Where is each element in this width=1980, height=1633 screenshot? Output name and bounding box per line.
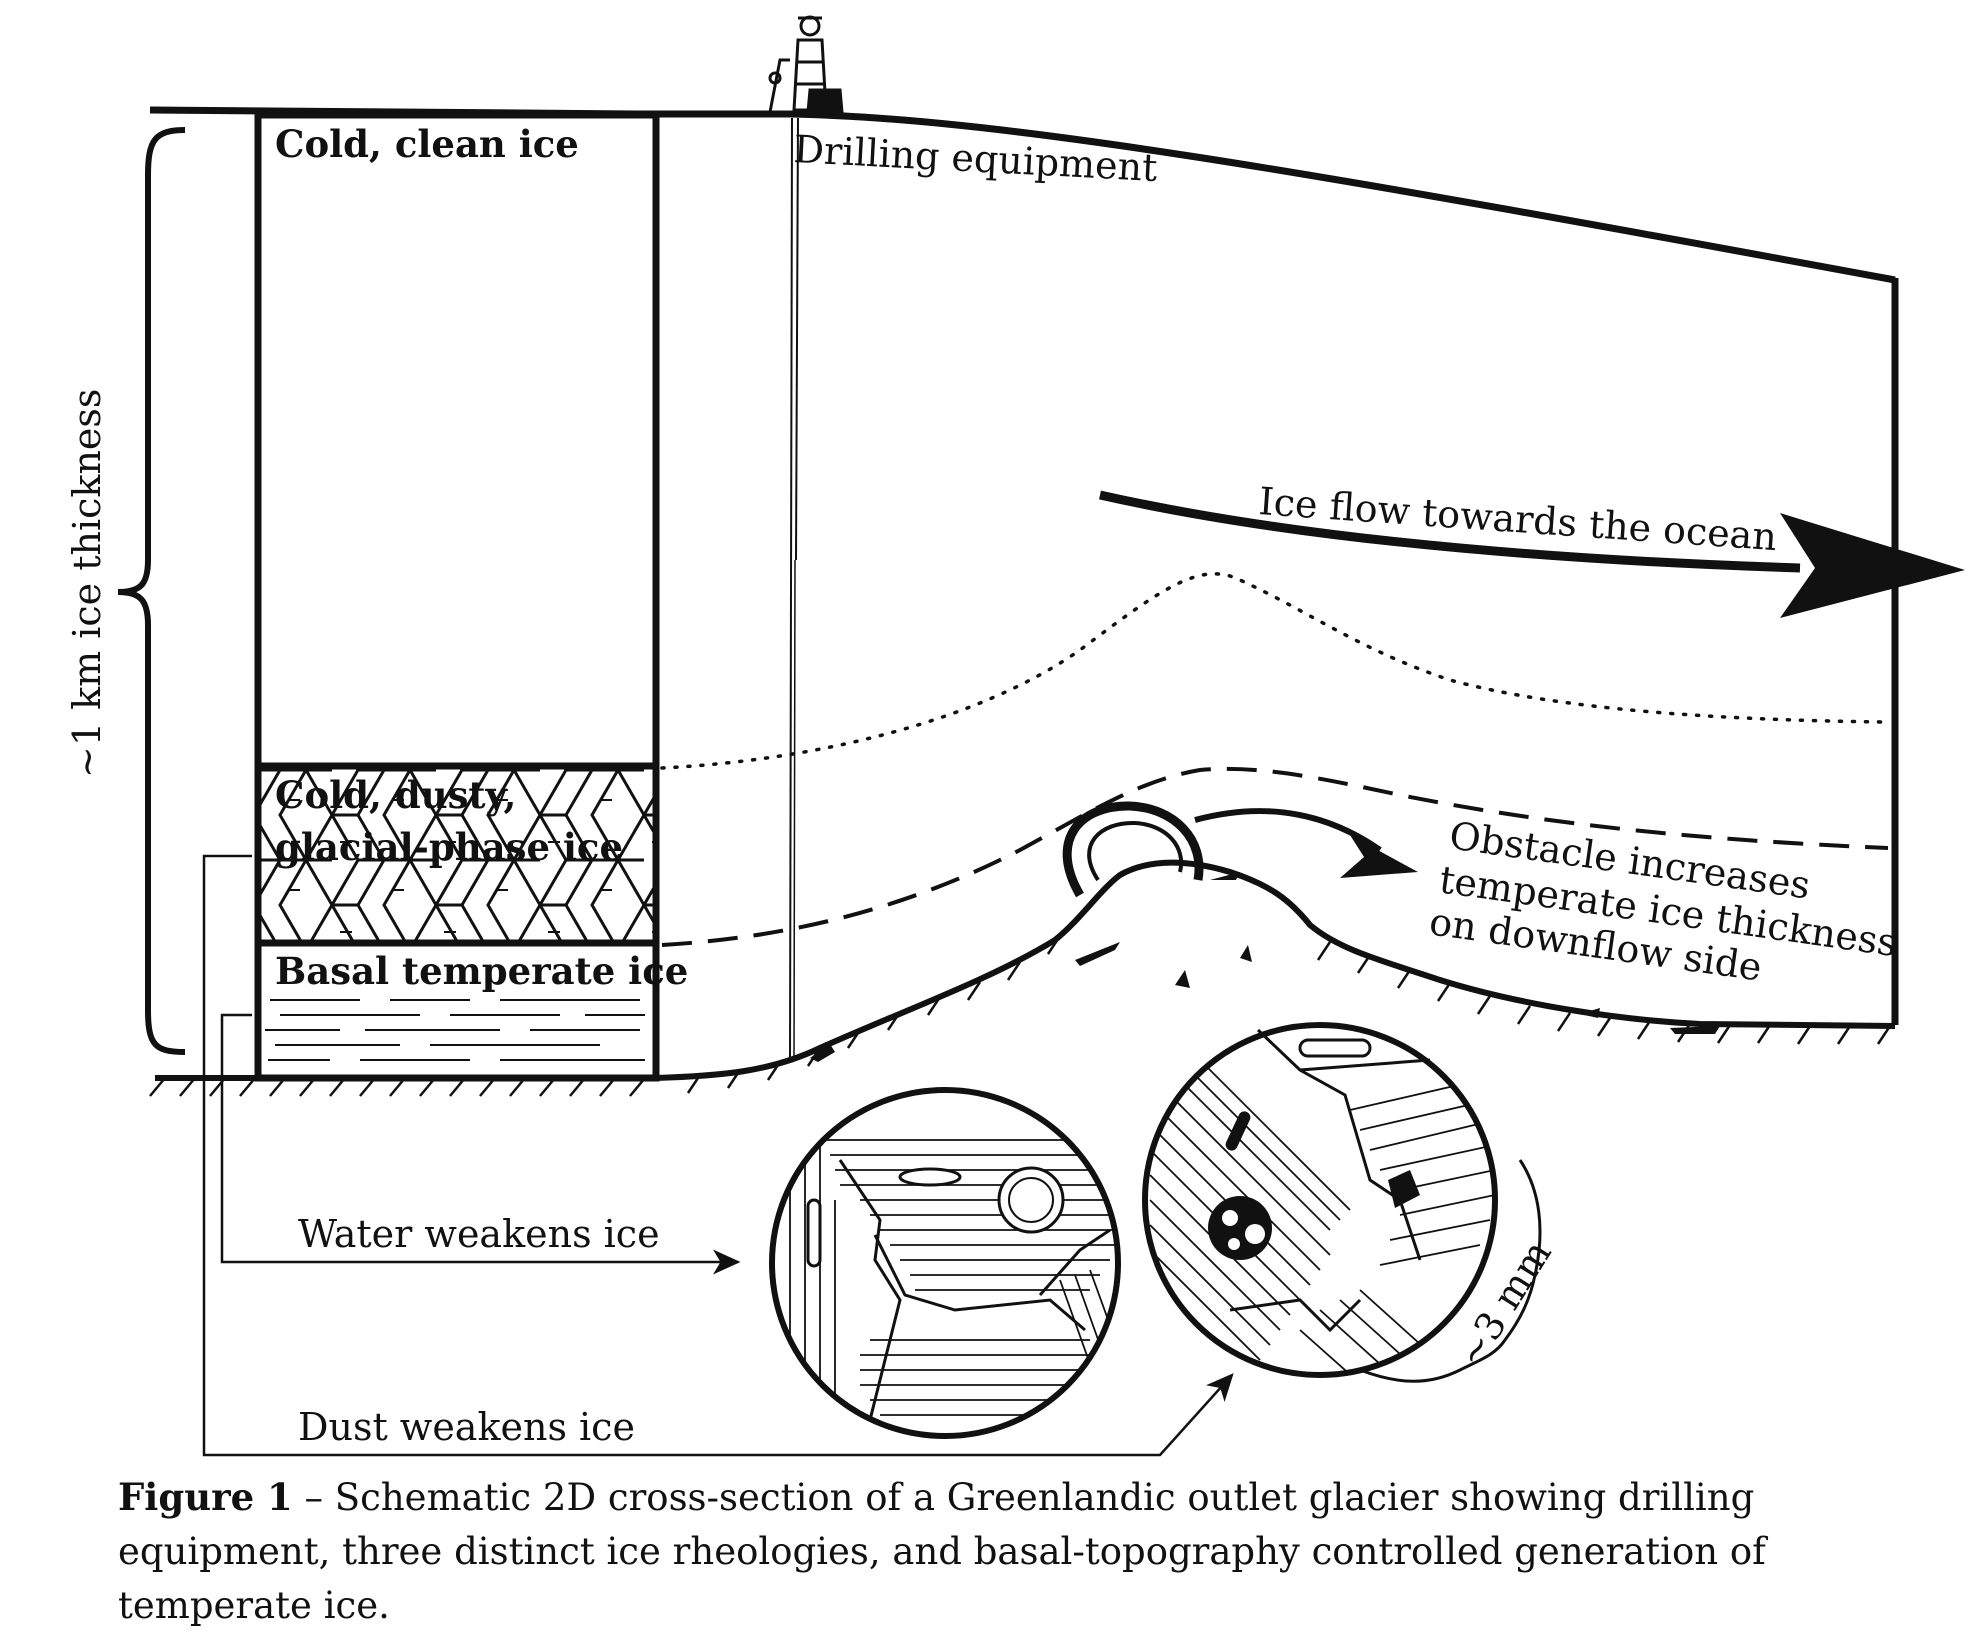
drill-string — [789, 117, 799, 1061]
caption-text: – Schematic 2D cross-section of a Greenl… — [118, 1476, 1766, 1627]
label-basal-temperate-ice: Basal temperate ice — [275, 949, 688, 993]
obstacle-flow-arrow — [1194, 808, 1382, 853]
bed-cracks — [810, 872, 1720, 1062]
label-ice-flow: Ice flow towards the ocean — [1257, 479, 1778, 559]
glacier-surface — [149, 106, 1896, 284]
label-ice-thickness: ~1 km ice thickness — [65, 389, 109, 778]
obstacle-flow-arrowhead — [1340, 835, 1418, 878]
caption-figure-label: Figure 1 — [118, 1475, 293, 1519]
label-drilling-equipment: Drilling equipment — [793, 127, 1159, 190]
water-leader-line — [220, 1013, 741, 1275]
label-water-weakens: Water weakens ice — [298, 1212, 660, 1256]
thickness-brace — [117, 127, 186, 1055]
water-thin-section — [769, 1087, 1121, 1439]
label-dusty-ice-2: glacial-phase ice — [275, 825, 623, 869]
label-dusty-ice-1: Cold, dusty, — [275, 773, 516, 817]
dusty-ice-layer — [254, 762, 660, 947]
ice-flow-arrow-shaft — [1099, 490, 1801, 573]
temperate-ice-boundary-dashed — [661, 766, 1889, 947]
core-column — [254, 111, 660, 1082]
figure-caption: Figure 1 – Schematic 2D cross-section of… — [118, 1470, 1918, 1633]
dust-leader-line — [202, 854, 1234, 1457]
scale-brace — [1359, 1159, 1542, 1383]
bed-topography — [155, 859, 1896, 1081]
ice-flow-arrowhead — [1780, 513, 1965, 618]
temperate-ice-layer — [265, 999, 645, 1061]
label-cold-clean-ice: Cold, clean ice — [275, 122, 579, 166]
drilling-rig-icon — [768, 15, 844, 118]
dust-thin-section — [1142, 1022, 1498, 1378]
obstacle-halo — [1062, 801, 1204, 898]
label-dust-weakens: Dust weakens ice — [298, 1405, 635, 1449]
cold-temperate-transition-dotted — [660, 572, 1887, 770]
